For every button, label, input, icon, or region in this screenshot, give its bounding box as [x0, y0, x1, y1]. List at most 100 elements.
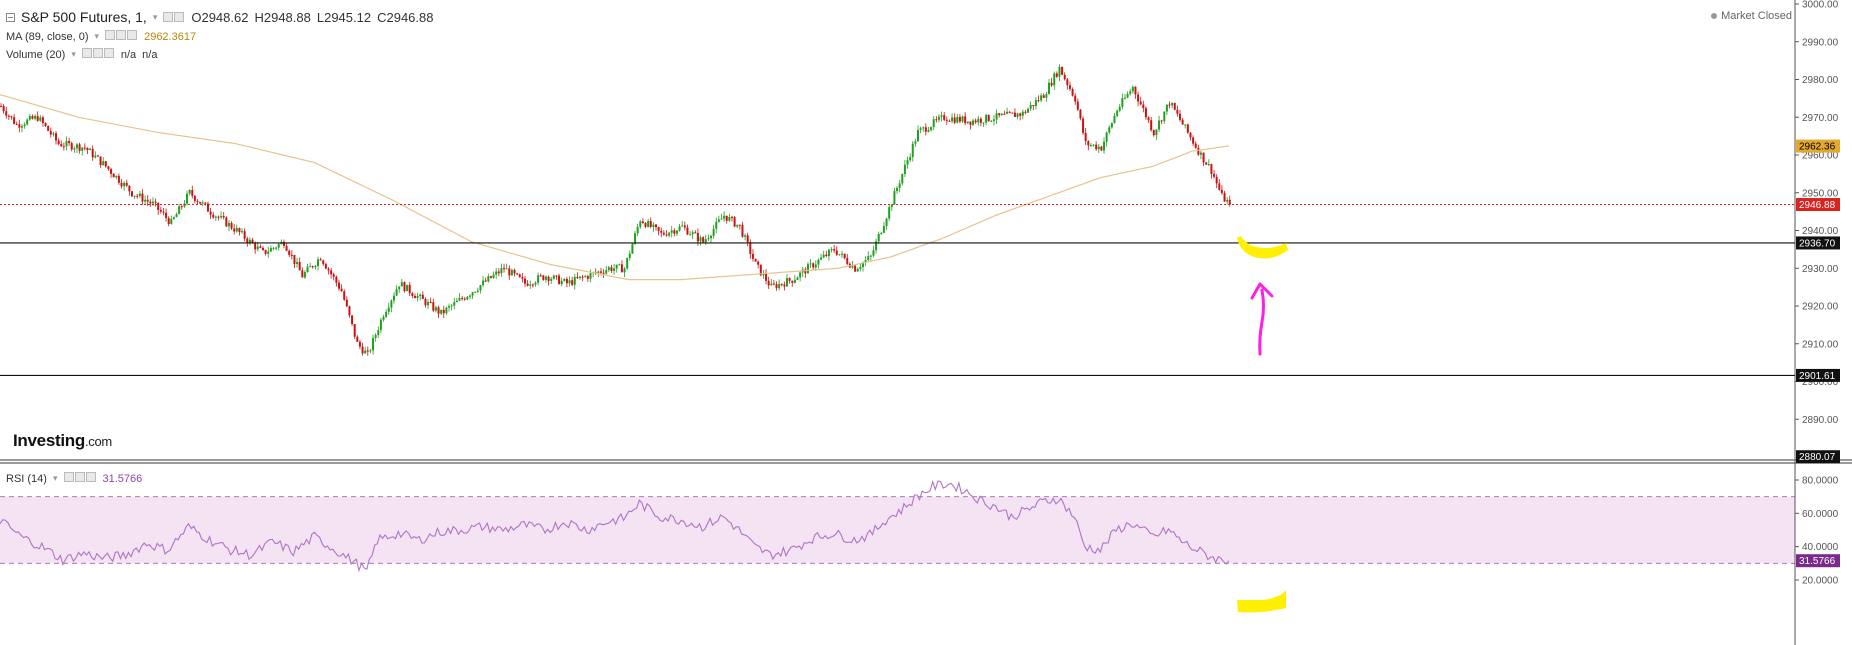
chevron-down-icon[interactable]: ▾ — [94, 31, 100, 41]
candle-down — [765, 273, 768, 281]
candle-up — [172, 217, 175, 219]
candle-down — [262, 247, 264, 250]
candle-down — [44, 123, 47, 126]
candle-down — [70, 143, 73, 150]
candle-up — [416, 296, 419, 299]
candle-up — [770, 283, 773, 286]
candle-down — [1137, 94, 1140, 102]
candle-down — [157, 202, 160, 210]
candle-up — [529, 284, 532, 286]
candle-up — [1105, 132, 1108, 142]
candle-up — [400, 282, 403, 287]
candle-down — [343, 291, 346, 300]
eye-icon[interactable] — [105, 30, 116, 40]
candle-up — [550, 278, 553, 281]
eye-icon[interactable] — [63, 472, 74, 482]
candle-down — [780, 283, 783, 285]
candle-down — [162, 211, 165, 213]
candle-up — [398, 286, 401, 290]
candle-up — [589, 273, 592, 279]
candle-down — [193, 195, 196, 201]
candle-down — [725, 215, 728, 221]
candle-down — [791, 280, 794, 283]
candle-down — [264, 249, 267, 254]
candle-down — [238, 228, 241, 233]
eye-icon[interactable] — [81, 48, 92, 58]
candle-up — [982, 122, 985, 124]
candle-up — [877, 233, 880, 242]
settings-icon[interactable] — [74, 472, 85, 482]
candle-up — [647, 221, 650, 227]
collapse-icon[interactable] — [6, 12, 15, 22]
candle-down — [657, 227, 660, 231]
candle-up — [875, 241, 878, 251]
candle-up — [985, 114, 988, 123]
chevron-down-icon[interactable]: ▾ — [71, 49, 76, 59]
candle-down — [1205, 162, 1208, 165]
candle-up — [458, 297, 461, 301]
candle-up — [896, 187, 899, 192]
candle-up — [552, 275, 555, 279]
ma-label: MA (89, close, 0) — [6, 30, 89, 43]
candle-down — [149, 201, 152, 204]
candle-up — [992, 119, 995, 121]
price-axis-tick-label: 2920.00 — [1802, 302, 1839, 313]
candle-up — [1129, 91, 1132, 94]
chevron-down-icon[interactable]: ▾ — [152, 11, 158, 22]
candle-down — [128, 185, 131, 192]
candle-down — [345, 299, 348, 307]
candle-down — [442, 309, 445, 314]
candle-down — [196, 200, 199, 202]
rsi-band — [0, 496, 1795, 564]
candle-up — [306, 266, 309, 273]
candle-down — [521, 277, 524, 279]
candle-down — [125, 182, 128, 186]
candle-up — [861, 262, 864, 268]
candle-down — [322, 260, 325, 265]
candle-up — [144, 199, 147, 202]
candle-down — [18, 124, 21, 128]
candle-up — [799, 272, 802, 278]
candle-down — [429, 301, 432, 303]
candle-down — [461, 297, 464, 299]
candle-down — [1003, 113, 1006, 115]
candle-up — [387, 307, 390, 312]
candle-up — [81, 147, 84, 151]
close-icon[interactable] — [127, 30, 138, 40]
candle-up — [1155, 129, 1158, 136]
volume-value-1: n/a — [120, 48, 137, 61]
candle-down — [1210, 164, 1213, 174]
settings-icon[interactable] — [163, 11, 174, 22]
candle-up — [806, 264, 809, 274]
candle-down — [1197, 147, 1200, 155]
candle-down — [1189, 132, 1192, 138]
candle-down — [524, 278, 526, 284]
candle-down — [1024, 111, 1027, 113]
candle-down — [324, 264, 327, 269]
candle-down — [1142, 104, 1145, 109]
candle-down — [1074, 95, 1077, 102]
candle-down — [36, 115, 39, 121]
candle-up — [151, 201, 154, 204]
hide-icon[interactable] — [174, 11, 185, 22]
candle-down — [733, 217, 736, 227]
candle-up — [277, 244, 280, 248]
candle-up — [744, 235, 747, 237]
settings-icon[interactable] — [92, 48, 103, 58]
settings-icon[interactable] — [116, 30, 127, 40]
candle-up — [385, 311, 388, 317]
candle-down — [10, 116, 13, 118]
candle-down — [547, 276, 550, 281]
arrow-annotation — [1258, 288, 1265, 356]
candle-up — [65, 140, 68, 147]
candle-down — [835, 250, 838, 255]
candle-up — [369, 350, 372, 352]
candle-down — [335, 276, 338, 283]
candle-up — [390, 300, 393, 308]
close-icon[interactable] — [103, 48, 114, 58]
candle-up — [395, 289, 398, 296]
candle-up — [453, 302, 456, 306]
close-icon[interactable] — [85, 472, 96, 482]
chevron-down-icon[interactable]: ▾ — [52, 473, 58, 483]
